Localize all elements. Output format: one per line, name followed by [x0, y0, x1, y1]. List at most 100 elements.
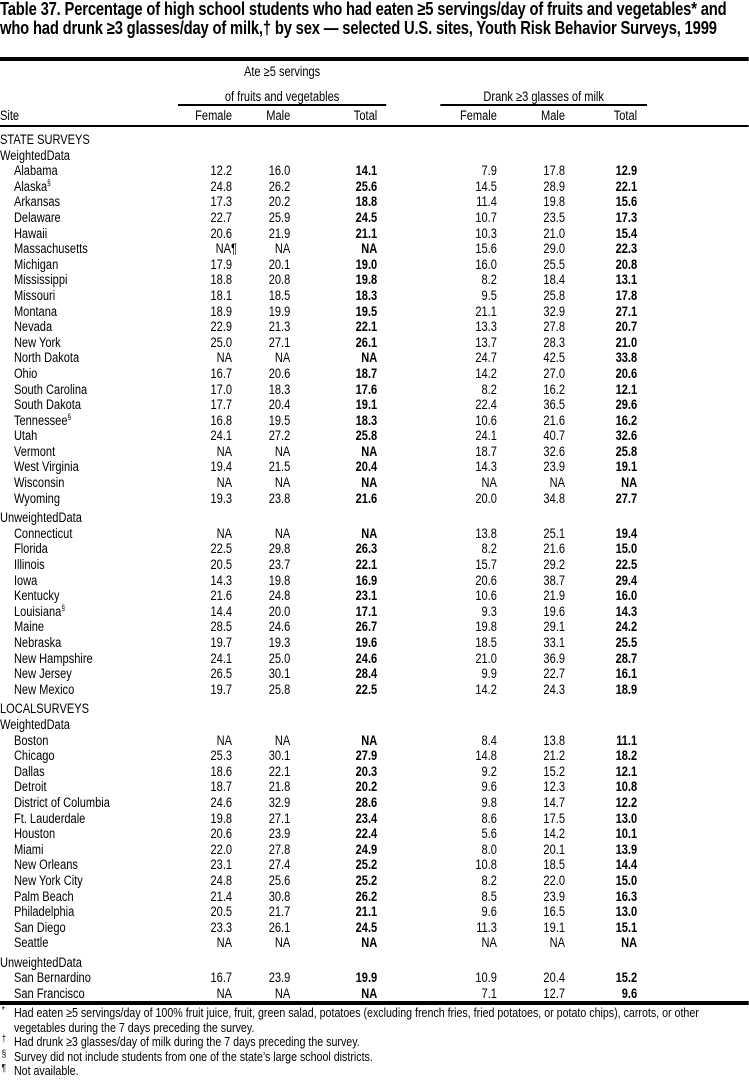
value-cell: NA [361, 443, 378, 459]
table-row: North Dakota NA NA NA 24.7 42.5 33.8 [0, 350, 749, 366]
value-cell: 33.8 [615, 350, 638, 366]
value-cell: 24.6 [355, 650, 378, 666]
value-cell: 28.4 [355, 666, 378, 682]
value-cell: 14.4 [615, 857, 638, 873]
value-cell: NA [216, 350, 233, 366]
group-label: WeightedData [0, 716, 70, 732]
value-cell: 13.8 [475, 525, 497, 541]
value-cell: 17.7 [210, 397, 233, 413]
value-cell: 19.4 [615, 525, 638, 541]
value-cell: 15.0 [615, 872, 638, 888]
value-cell: 20.4 [355, 459, 378, 475]
site-cell: Tennessee§ [14, 413, 71, 429]
value-cell: NA [216, 525, 233, 541]
table-row: Michigan 17.9 20.1 19.0 16.0 25.5 20.8 [0, 257, 749, 273]
site-cell: San Diego [14, 920, 66, 936]
value-cell: 28.7 [615, 650, 638, 666]
site-cell: District of Columbia [14, 795, 110, 811]
table-row: Louisiana§ 14.4 20.0 17.1 9.3 19.6 14.3 [0, 604, 749, 620]
value-cell: 26.5 [210, 666, 233, 682]
site-name: District of Columbia [13, 794, 110, 810]
site-name: Delaware [13, 209, 61, 225]
value-cell: 8.6 [481, 810, 497, 826]
value-cell: 24.1 [210, 428, 233, 444]
value-cell: 22.0 [543, 872, 565, 888]
table-row: San Francisco NA NA NA 7.1 12.7 9.6 [0, 986, 749, 1002]
value-cell: 24.6 [210, 794, 233, 810]
value-cell: 10.6 [475, 412, 497, 428]
site-cell: Florida [14, 541, 48, 557]
value-cell: 23.4 [355, 810, 378, 826]
value-cell: 16.2 [543, 381, 565, 397]
value-cell: 19.5 [355, 303, 378, 319]
value-cell: 13.9 [615, 841, 638, 857]
value-cell: 17.0 [210, 381, 233, 397]
site-name: South Dakota [13, 397, 82, 413]
value-cell: NA [549, 475, 565, 491]
value-cell: NA [549, 935, 565, 951]
value-cell: 13.0 [615, 810, 638, 826]
col-header-male-milk: Male [540, 108, 565, 123]
value-cell: 27.1 [268, 334, 291, 350]
site-cell: Utah [14, 428, 37, 444]
value-cell: 19.8 [210, 810, 233, 826]
site-name: Chicago [13, 748, 55, 764]
value-cell: 13.1 [615, 272, 638, 288]
value-cell: 19.6 [543, 603, 565, 619]
value-cell: 22.0 [210, 841, 233, 857]
table-row: Detroit 18.7 21.8 20.2 9.6 12.3 10.8 [0, 779, 749, 795]
value-cell: 20.7 [615, 319, 638, 335]
value-cell: 22.1 [355, 319, 378, 335]
value-cell: 9.2 [481, 763, 497, 779]
value-cell: 25.6 [355, 178, 378, 194]
value-cell: NA [274, 475, 291, 491]
site-name: Connecticut [13, 525, 73, 541]
value-cell: 23.7 [268, 557, 291, 573]
value-cell: 27.1 [615, 303, 638, 319]
value-cell: 26.2 [268, 178, 291, 194]
value-cell: 18.3 [268, 381, 291, 397]
value-cell: NA [361, 935, 378, 951]
value-cell: 16.5 [543, 904, 565, 920]
site-cell: Boston [14, 733, 48, 749]
site-name: Hawaii [13, 225, 48, 241]
group1-header-line1: Ate ≥5 servings [243, 64, 321, 79]
section-heading: STATE SURVEYS [0, 132, 90, 147]
site-name: Detroit [13, 779, 47, 795]
value-cell: 23.8 [268, 490, 291, 506]
site-cell: New Mexico [14, 682, 74, 698]
value-cell: 14.8 [475, 748, 497, 764]
value-cell: 22.4 [355, 826, 378, 842]
value-cell: 14.2 [543, 826, 565, 842]
value-cell: 20.6 [268, 365, 291, 381]
value-cell: 17.3 [210, 194, 233, 210]
footnote-text: Not available. [13, 1063, 79, 1079]
site-cell: Alabama [14, 163, 58, 179]
value-cell: 9.6 [481, 904, 497, 920]
value-cell: 20.0 [475, 490, 497, 506]
value-cell: 19.0 [355, 256, 378, 272]
value-cell: 22.4 [475, 397, 497, 413]
value-cell: 14.3 [615, 603, 638, 619]
site-name: Wyoming [13, 490, 60, 506]
value-cell: NA [216, 935, 233, 951]
site-name: Alabama [13, 163, 58, 179]
value-cell: 16.7 [210, 365, 233, 381]
value-cell: 36.5 [543, 397, 565, 413]
site-cell: South Dakota [14, 397, 81, 413]
value-cell: 28.3 [543, 334, 565, 350]
value-cell: 21.1 [355, 225, 378, 241]
value-cell: 14.4 [210, 603, 233, 619]
value-cell: 25.0 [268, 650, 291, 666]
value-cell: 22.5 [615, 557, 638, 573]
table-row: San Bernardino 16.7 23.9 19.9 10.9 20.4 15.2 [0, 970, 749, 986]
footnote-symbol: § [1, 1048, 7, 1060]
value-cell: 20.5 [210, 557, 233, 573]
site-name: Boston [13, 732, 49, 748]
value-cell: 24.8 [210, 872, 233, 888]
value-cell: 12.9 [615, 163, 638, 179]
value-cell: 19.3 [268, 635, 291, 650]
site-cell: Mississippi [14, 272, 68, 288]
value-cell: NA [216, 732, 233, 748]
value-cell: 25.5 [543, 256, 565, 272]
